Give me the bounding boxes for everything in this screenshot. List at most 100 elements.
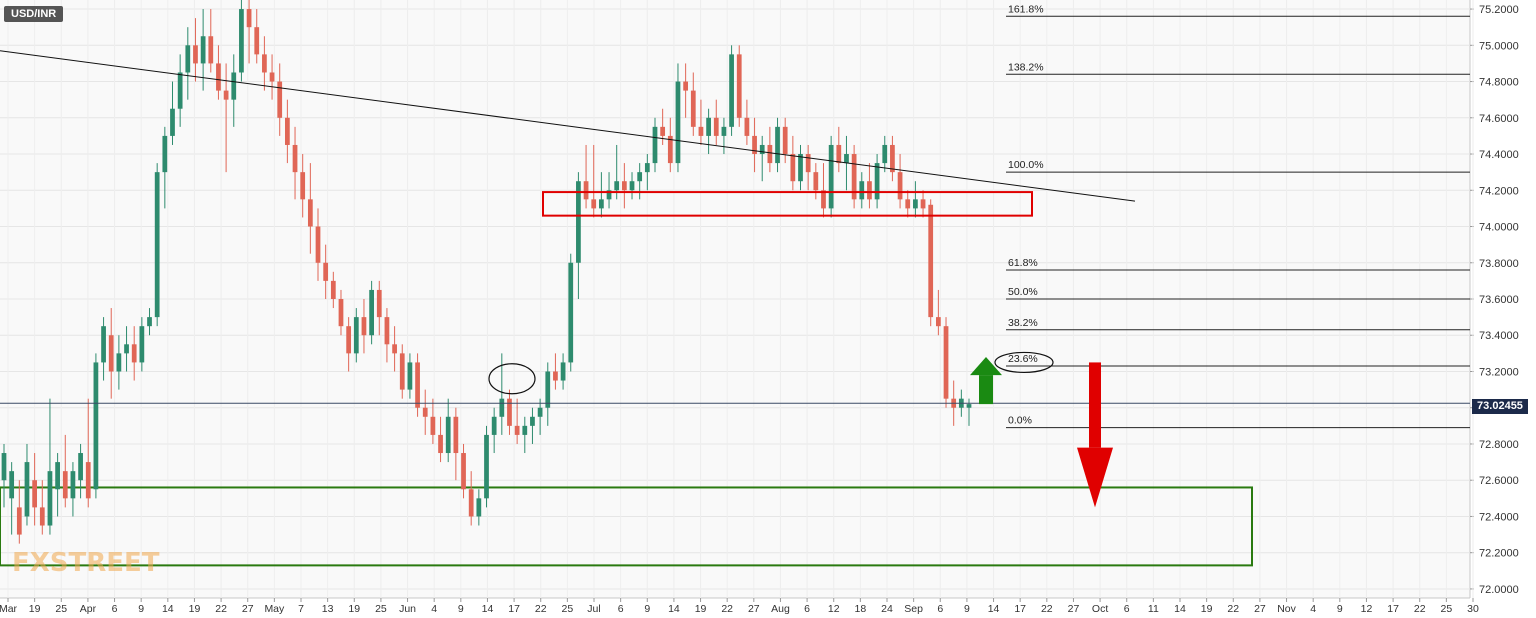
candle-body [392,344,397,354]
arrow-up-shaft [979,375,993,405]
candle-body [736,54,742,118]
candle-body [583,181,589,200]
candle-body [216,63,221,91]
candle [928,199,934,327]
x-tick-label: 7 [298,603,304,615]
candle [805,144,811,191]
candle [721,117,727,155]
arrow-up-icon [970,356,1002,405]
candle-body [231,72,237,100]
x-tick-label: 27 [1068,603,1080,615]
candle [690,72,696,136]
x-tick-label: 22 [535,603,547,615]
candle-body [346,326,352,354]
x-tick-label: 19 [29,603,41,615]
candle [85,398,91,508]
candle-body [453,416,459,454]
x-tick-label: 25 [55,603,67,615]
y-axis-panel [1470,0,1536,618]
x-tick-label: 14 [668,603,680,615]
candle [239,0,244,82]
candle [744,99,750,145]
candle [177,54,183,127]
candle [530,407,535,444]
x-tick-label: Jul [587,603,600,615]
arrow-down-shaft [1089,362,1101,448]
x-tick-label: 6 [937,603,943,615]
candle-body [62,471,68,499]
y-tick-label: 73.8000 [1479,258,1519,270]
arrow-down-head [1077,447,1113,508]
candle-body [208,36,214,64]
candle [16,480,22,544]
candle-body [116,353,122,372]
candle-body [32,480,38,508]
candle-body [9,471,15,499]
candle-body [744,117,750,136]
candle-body [874,163,880,200]
candle [147,308,152,336]
candle [874,154,880,209]
candle [453,407,459,481]
fxstreet-logo: FXSTREET [12,548,160,578]
candle-body [652,126,658,164]
candle-body [193,45,198,64]
y-tick-label: 73.2000 [1479,366,1519,378]
candle [438,416,443,463]
fib-level-label: 0.0% [1008,415,1032,427]
candle [32,453,38,526]
candle [851,144,857,209]
x-tick-label: 6 [112,603,118,615]
candle-body [966,404,972,408]
candle-body [78,453,83,481]
candle-body [85,462,91,499]
candle [124,326,129,372]
candle [775,117,780,173]
candle [499,353,505,435]
x-tick-label: 11 [1148,603,1159,615]
candle [269,54,275,100]
candle [292,126,298,200]
x-tick-label: 25 [562,603,574,615]
candle [346,317,352,372]
trend-line [0,50,1136,202]
candle [154,163,160,327]
x-tick-label: 19 [348,603,360,615]
candle-body [537,407,543,417]
candle [943,317,949,408]
candle [216,45,221,100]
candle [369,280,374,345]
x-tick-label: 19 [189,603,201,615]
x-tick-label: 6 [1124,603,1130,615]
candle [507,389,512,435]
y-tick-label: 75.0000 [1479,40,1519,52]
y-tick-label: 72.2000 [1479,548,1519,560]
candle [698,99,704,145]
candle [813,163,819,200]
candle [170,81,175,145]
candle-body [407,362,413,390]
x-tick-label: 9 [644,603,650,615]
candle-body [790,154,796,182]
candle-body [139,326,145,363]
candle [422,389,428,435]
highlight-ellipse [488,363,536,395]
candle [338,289,344,336]
candle [913,181,918,218]
candle [24,443,30,526]
support-zone-box [0,486,1253,567]
x-tick-label: 19 [695,603,707,615]
candle [430,398,436,444]
y-tick-label: 74.6000 [1479,113,1519,125]
x-tick-label: 22 [1227,603,1239,615]
candle [790,135,796,191]
candle [890,135,895,182]
candle [560,353,566,390]
candle [246,0,252,64]
candle-body [530,416,535,426]
y-tick-label: 72.4000 [1479,511,1519,523]
candle [139,317,145,372]
candle-body [491,416,497,435]
